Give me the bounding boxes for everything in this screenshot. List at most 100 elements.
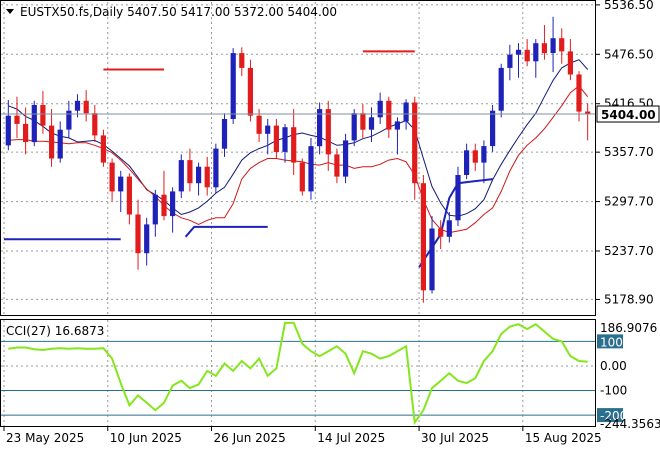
- candle-7: [66, 100, 72, 138]
- candle-body-36: [317, 109, 323, 147]
- time-tick-label-1: 10 Jun 2025: [110, 431, 182, 445]
- price-tick-label-4: 5297.70: [604, 195, 654, 209]
- candle-58: [507, 44, 513, 81]
- candle-body-6: [57, 129, 63, 159]
- candle-63: [550, 16, 556, 73]
- cci-grid: [1, 320, 595, 426]
- candle-45: [394, 117, 400, 155]
- candle-body-37: [325, 109, 331, 155]
- candle-39: [343, 133, 349, 184]
- candle-65: [567, 39, 573, 81]
- candle-17: [152, 189, 158, 237]
- candle-body-44: [386, 100, 392, 130]
- candle-48: [420, 174, 426, 303]
- candle-30: [265, 118, 271, 155]
- candle-26: [230, 48, 236, 124]
- candle-19: [170, 187, 176, 233]
- candle-6: [57, 121, 63, 163]
- candle-body-39: [343, 140, 349, 177]
- candle-50: [438, 220, 444, 250]
- main-panel-border: [0, 0, 596, 427]
- time-tick-label-0: 23 May 2025: [6, 431, 84, 445]
- candle-body-42: [368, 117, 375, 130]
- candle-25: [221, 113, 228, 157]
- candle-body-25: [221, 119, 228, 149]
- candle-body-20: [178, 160, 184, 192]
- candle-body-8: [74, 100, 81, 111]
- time-tick-label-5: 15 Aug 2025: [525, 431, 602, 445]
- price-axis: 5536.505476.505416.505357.705297.705237.…: [596, 0, 660, 306]
- candle-body-46: [403, 102, 409, 122]
- cci-level-marker-4: [597, 408, 623, 423]
- candle-32: [282, 123, 288, 163]
- candle-24: [213, 143, 219, 194]
- candle-body-7: [66, 110, 72, 130]
- candle-body-16: [144, 224, 150, 254]
- candle-21: [187, 148, 193, 192]
- candle-body-38: [334, 154, 340, 177]
- candle-body-19: [170, 191, 176, 217]
- candle-38: [334, 148, 340, 184]
- main-grid: [1, 2, 595, 315]
- candle-12: [109, 158, 115, 202]
- candle-body-51: [446, 220, 452, 237]
- candle-10: [92, 104, 98, 143]
- candle-14: [126, 173, 132, 225]
- candle-23: [204, 156, 210, 196]
- candle-40: [351, 109, 357, 147]
- candle-body-32: [282, 127, 288, 152]
- candle-55: [481, 140, 487, 184]
- candlesticks: [5, 16, 591, 303]
- candle-42: [368, 107, 375, 143]
- candle-53: [464, 143, 470, 180]
- candle-2: [23, 107, 29, 155]
- candle-body-21: [187, 160, 193, 184]
- candle-body-24: [213, 148, 219, 188]
- price-tick-label-1: 5476.50: [604, 47, 654, 61]
- candle-body-54: [472, 150, 478, 163]
- candle-body-11: [100, 135, 106, 163]
- candle-18: [161, 170, 167, 221]
- cci-tick-label-1: 100: [600, 335, 623, 349]
- candle-9: [83, 90, 89, 122]
- candle-15: [135, 199, 141, 270]
- candle-body-14: [126, 176, 132, 215]
- candle-body-34: [299, 162, 305, 192]
- time-tick-label-3: 14 Jul 2025: [317, 431, 385, 445]
- candle-body-48: [420, 183, 426, 291]
- candle-57: [498, 63, 504, 118]
- candle-body-31: [273, 125, 279, 152]
- candle-body-29: [256, 115, 262, 134]
- candle-body-27: [239, 53, 245, 68]
- candle-body-2: [23, 123, 29, 142]
- candle-body-0: [5, 115, 11, 146]
- support-line-1: [184, 225, 268, 238]
- candle-body-50: [438, 228, 444, 237]
- candle-31: [273, 118, 279, 159]
- candle-37: [325, 100, 331, 171]
- candle-35: [308, 137, 314, 200]
- candle-49: [429, 216, 435, 294]
- candle-body-28: [247, 67, 253, 116]
- candle-body-26: [230, 53, 236, 119]
- candle-29: [256, 109, 262, 143]
- candle-62: [541, 25, 547, 60]
- cci-tick-label-0: 186.9076: [600, 321, 657, 335]
- support-line-2: [418, 178, 493, 268]
- candle-body-58: [507, 54, 513, 68]
- price-tick-label-5: 5237.70: [604, 244, 654, 258]
- candle-1: [14, 96, 20, 138]
- dropdown-triangle-icon[interactable]: [6, 9, 14, 14]
- candle-33: [291, 109, 297, 175]
- candle-body-47: [412, 102, 418, 184]
- candle-11: [100, 129, 106, 167]
- candle-61: [533, 39, 539, 78]
- cci-tick-label-2: 0.00: [600, 359, 627, 373]
- cci-indicator-label: CCI(27) 16.6873: [6, 324, 104, 338]
- candle-body-64: [559, 38, 565, 52]
- time-tick-label-4: 30 Jul 2025: [421, 431, 489, 445]
- candle-body-57: [498, 67, 504, 111]
